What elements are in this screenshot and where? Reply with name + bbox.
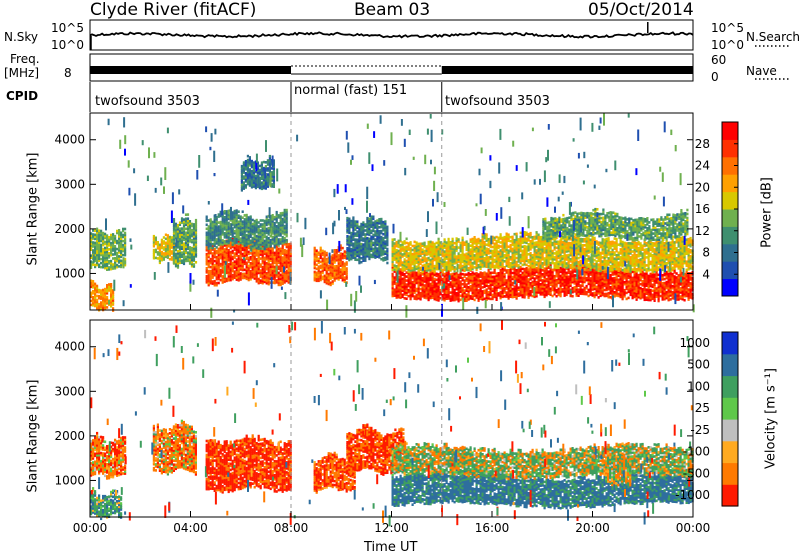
xtick-label: 04:00 [173,521,208,535]
velocity-colorbar-tick-label: -25 [690,423,710,437]
xlabel: Time UT [364,541,417,554]
cpid-label: CPID [6,90,38,102]
velocity-ytick-label: 1000 [54,473,85,487]
velocity-colorbar-swatch [722,376,738,398]
power-heatmap [90,113,695,318]
velocity-echo-region [153,420,197,476]
power-colorbar-tick-label: 12 [695,224,710,238]
xtick-label: 00:00 [73,521,108,535]
power-colorbar-tick-label: 8 [702,246,710,260]
freq-band-3 [442,66,693,74]
freq-band-1 [90,66,291,74]
xtick-label: 20:00 [575,521,610,535]
nsearch-tick-low: 10^0 [711,39,744,51]
velocity-colorbar-swatch [722,441,738,463]
station-title: Clyde River (fitACF) [90,2,256,19]
velocity-colorbar-swatch [722,419,738,441]
power-colorbar-swatch [722,209,738,227]
power-echo-region [90,228,126,271]
velocity-colorbar-swatch [722,397,738,419]
velocity-colorbar-tick-label: -500 [683,466,710,480]
power-colorbar-tick-label: 20 [695,180,710,194]
power-echo-region [90,280,114,312]
cpid-segment-1: twofsound 3503 [95,95,200,108]
power-colorbar-tick-label: 4 [702,267,710,281]
velocity-colorbar-tick-label: 100 [687,379,710,393]
velocity-echo-region [90,487,122,520]
power-echo-region [314,244,348,286]
velocity-colorbar-tick-label: 500 [687,358,710,372]
nave-label: Nave [746,65,777,77]
power-echo-region [542,208,688,242]
xtick-label: 12:00 [374,521,409,535]
power-colorbar-tick-label: 24 [695,159,710,173]
power-colorbar-swatch [722,174,738,192]
velocity-colorbar-tick-label: -1000 [675,488,710,502]
power-colorbar-swatch [722,139,738,157]
nsearch-tick-high: 10^5 [711,22,744,34]
velocity-ylabel: Slant Range [km] [26,383,41,493]
beam-title: Beam 03 [354,2,430,19]
velocity-colorbar-tick-label: -100 [683,445,710,459]
power-ytick-label: 3000 [54,177,85,191]
nsky-label: N.Sky [4,31,38,43]
freq-tick: 8 [64,67,72,79]
nsky-trace [90,32,693,37]
velocity-colorbar-swatch [722,484,738,506]
freq-unit: [MHz] [4,67,39,79]
power-echo-region [206,209,288,251]
power-colorbar-swatch [722,226,738,244]
power-echo-region [153,234,175,265]
nave-tick-low: 0 [711,71,719,83]
velocity-echo-region [90,432,126,480]
cpid-segment-2: normal (fast) 151 [294,84,407,97]
velocity-ytick-label: 3000 [54,384,85,398]
velocity-colorbar-label: Velocity [m s⁻¹] [764,364,779,474]
freq-label: Freq. [10,53,40,65]
xtick-label: 00:00 [676,521,711,535]
cpid-segment-3: twofsound 3503 [445,95,550,108]
velocity-colorbar-swatch [722,354,738,376]
power-colorbar-swatch [722,279,738,297]
power-colorbar-tick-label: 28 [695,137,710,151]
power-ylabel: Slant Range [km] [26,156,41,266]
velocity-colorbar-tick-label: 1000 [679,336,710,350]
velocity-heatmap [90,320,694,526]
power-colorbar-swatch [722,192,738,210]
nsky-tick-high: 10^5 [51,22,84,34]
power-colorbar-label: Power [dB] [760,168,775,258]
velocity-colorbar-swatch [722,463,738,485]
power-colorbar-tick-label: 16 [695,202,710,216]
power-colorbar-swatch [722,122,738,140]
power-ytick-label: 4000 [54,133,85,147]
date-title: 05/Oct/2014 [588,2,694,19]
nsearch-label: N.Search [746,31,800,43]
power-ytick-label: 2000 [54,222,85,236]
power-echo-region [346,215,388,264]
nave-tick-high: 60 [711,54,726,66]
power-ytick-label: 1000 [54,266,85,280]
power-colorbar-swatch [722,261,738,279]
velocity-ytick-label: 4000 [54,340,85,354]
nsky-tick-low: 10^0 [51,39,84,51]
velocity-ytick-label: 2000 [54,429,85,443]
xtick-label: 08:00 [274,521,309,535]
velocity-colorbar-tick-label: 25 [695,401,710,415]
velocity-colorbar-swatch [722,332,738,354]
xtick-label: 16:00 [475,521,510,535]
